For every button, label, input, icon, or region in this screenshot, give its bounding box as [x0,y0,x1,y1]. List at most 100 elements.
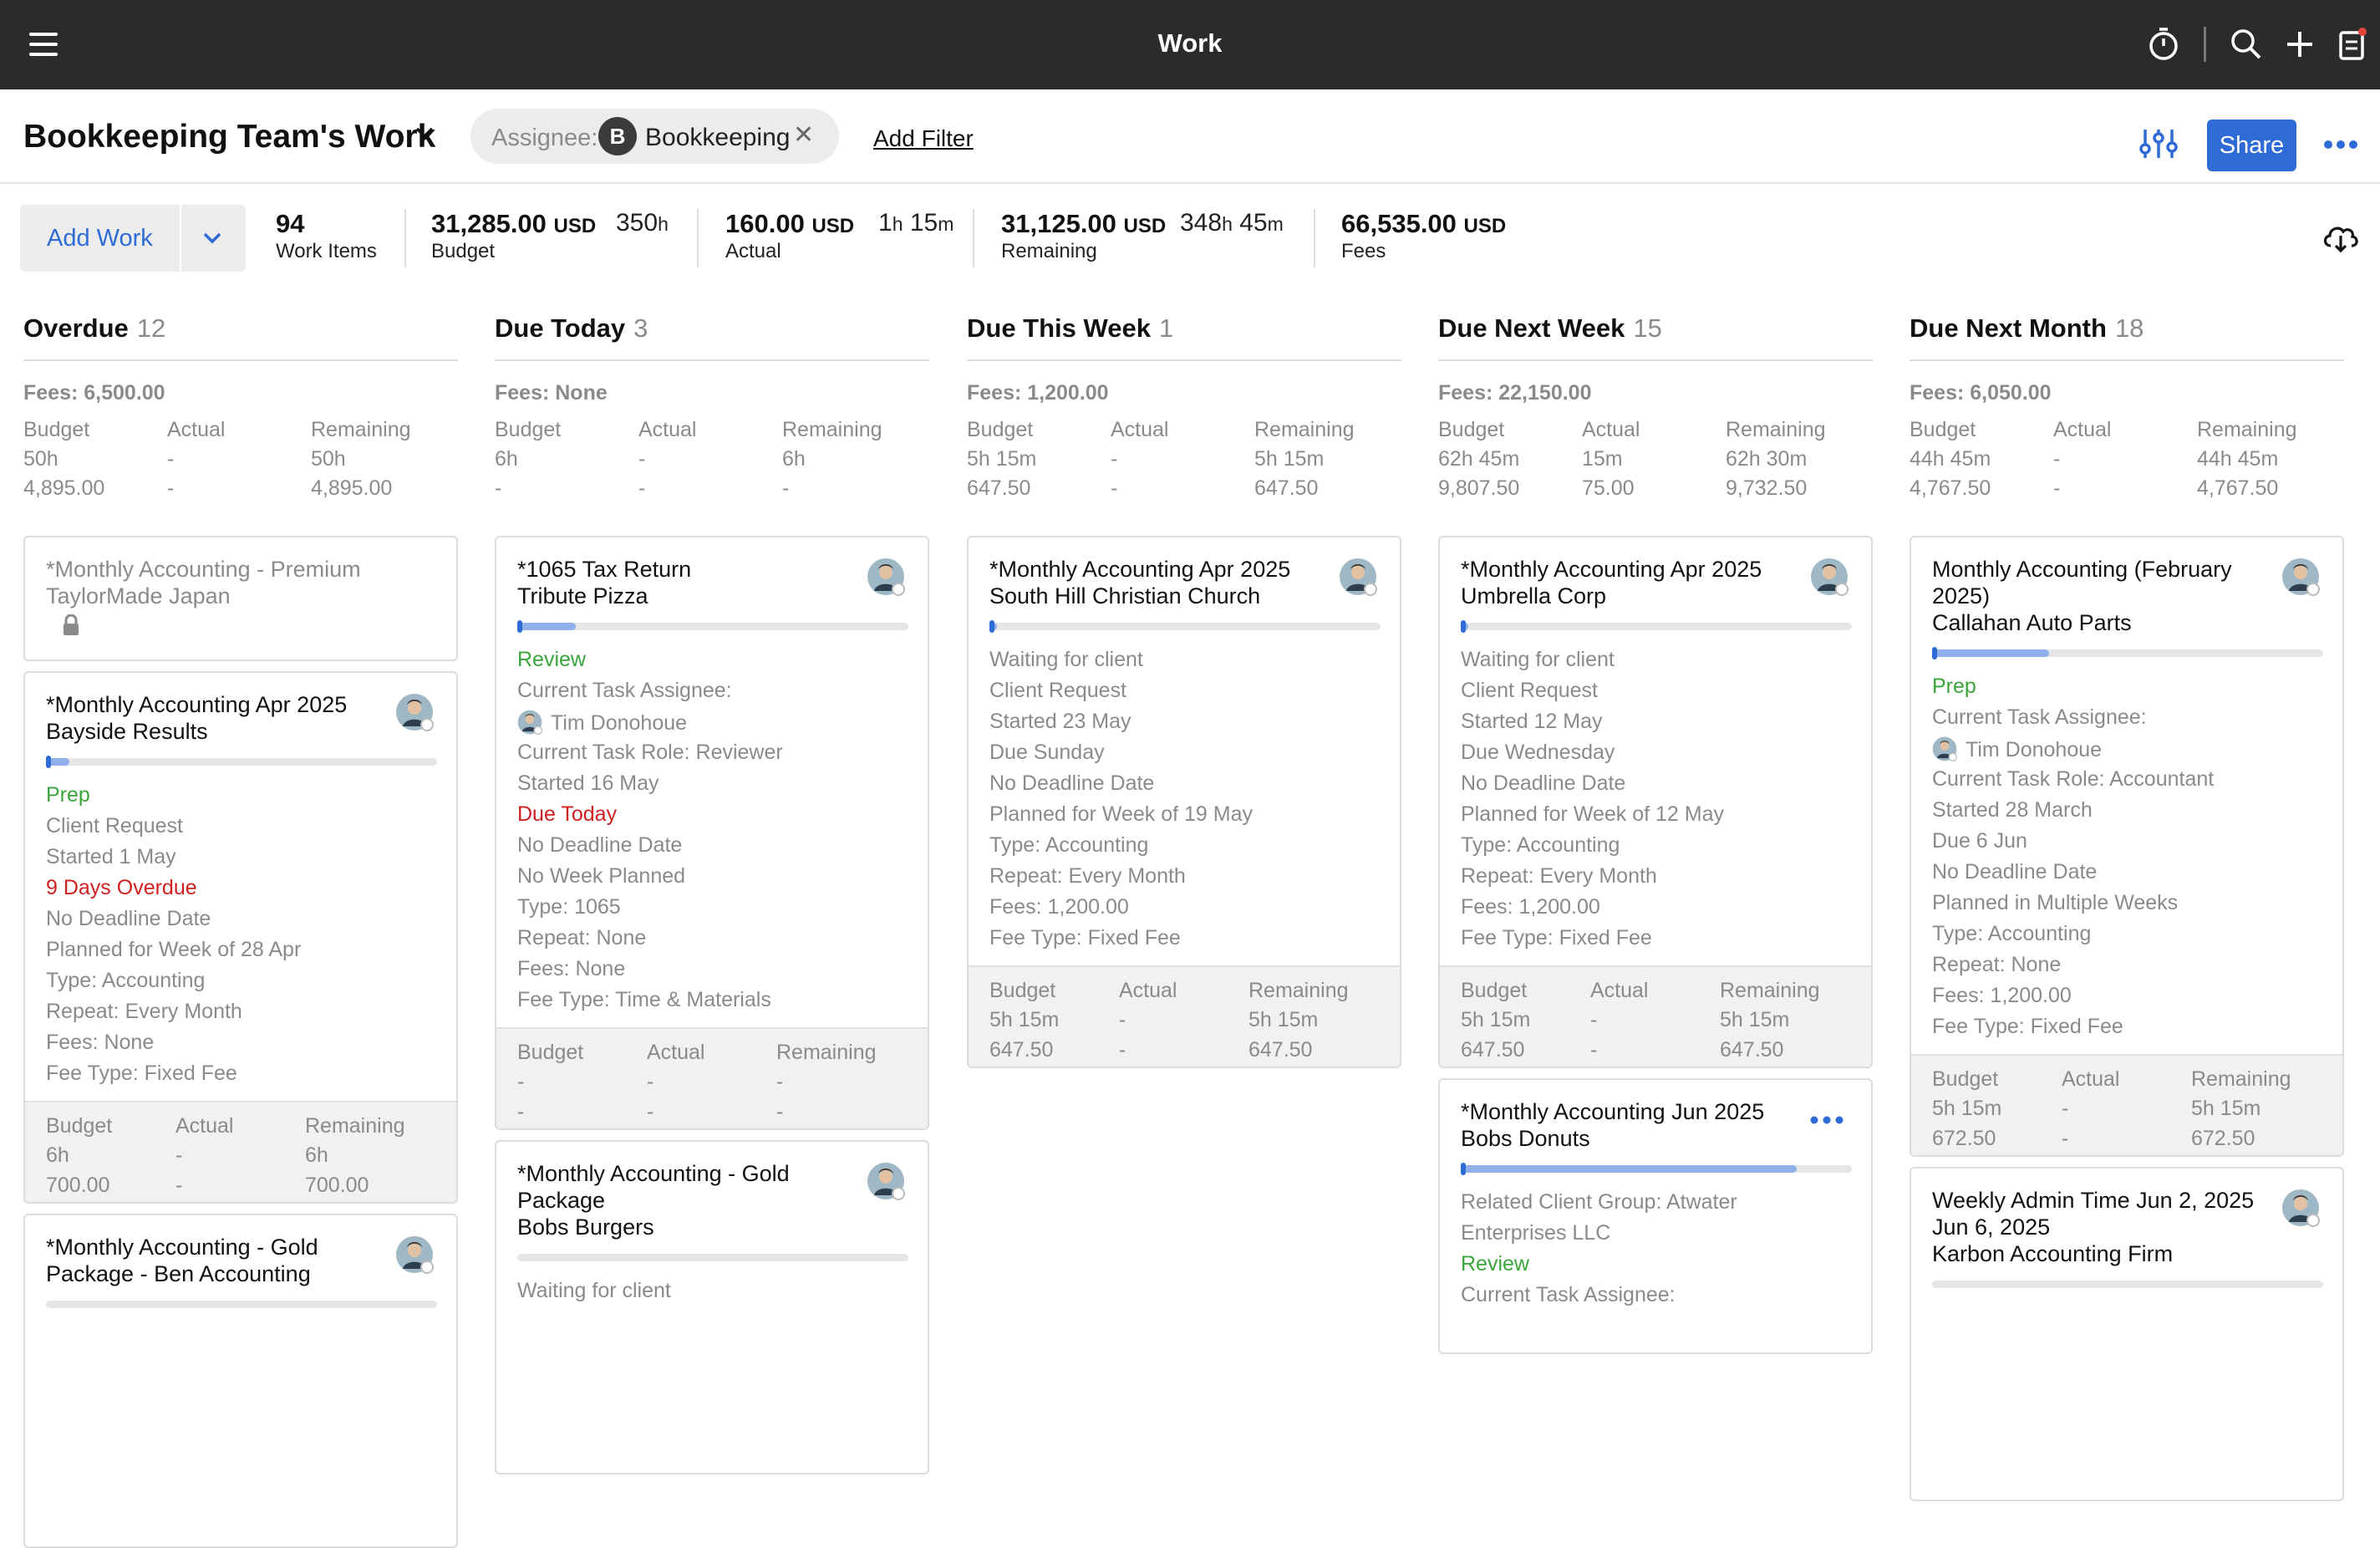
assignee-name: Tim Donohoue [551,711,688,735]
work-card[interactable]: *Monthly Accounting - Premium TaylorMade … [23,536,458,661]
card-title: Monthly Accounting (February 2025) Callaha… [1932,556,2266,636]
progress-marker [1461,1163,1466,1175]
card-title-line: *Monthly Accounting Apr 2025 [1461,557,1762,582]
column-divider [967,359,1401,361]
work-card[interactable]: *Monthly Accounting - Gold Package Bobs Bu… [495,1140,929,1474]
summary-header: Actual [167,418,226,441]
summary-value: - [782,476,790,500]
card-footer: Budget Actual Remaining 6h - 6h 700.00 - 700.00 [25,1101,456,1202]
add-work-button[interactable]: Add Work [47,225,153,252]
page-title[interactable]: Bookkeeping Team's Work [23,119,436,155]
avatar[interactable] [2281,1189,2320,1227]
menu-icon[interactable] [29,33,58,56]
column-count: 18 [2114,313,2144,343]
work-card[interactable]: Weekly Admin Time Jun 2, 2025 Jun 6, 2025… [1910,1167,2344,1501]
summary-value: - [1111,447,1118,471]
more-options-icon[interactable] [2323,140,2358,150]
page-header: Bookkeeping Team's Work Assignee: B Book… [0,89,2380,184]
card-detail-line: Prep [1932,675,1976,698]
avatar[interactable] [395,1235,434,1274]
column-title: Due Next Week [1438,313,1625,343]
summary-header: Actual [1111,418,1169,441]
currency: USD [1463,215,1507,237]
fees-label: Fees [1341,240,1386,262]
timer-icon[interactable] [2144,25,2183,64]
footer-header: Remaining [2191,1067,2291,1091]
work-card[interactable]: *Monthly Accounting - Gold Package - Ben … [23,1214,458,1548]
card-detail-line: Repeat: None [517,926,647,950]
footer-header: Actual [647,1041,705,1064]
avatar[interactable] [867,1162,905,1200]
work-card[interactable]: *Monthly Accounting Jun 2025 Bobs Donuts R… [1438,1078,1873,1354]
avatar[interactable] [1339,558,1377,596]
progress-fill [517,623,577,630]
more-options-icon[interactable] [1810,1113,1843,1128]
chevron-down-icon[interactable] [414,126,435,140]
assignee-filter-chip[interactable]: Assignee: B Bookkeeping ✕ [470,109,839,164]
currency: USD [811,215,855,237]
summary-header: Remaining [311,418,411,441]
card-detail-line: Started 16 May [517,771,659,795]
footer-value: - [2062,1127,2069,1150]
progress-marker [46,756,51,768]
card-detail-line: Fees: 1,200.00 [989,895,1129,919]
work-card[interactable]: *Monthly Accounting Apr 2025 South Hill C… [967,536,1401,1068]
card-detail-line: Planned in Multiple Weeks [1932,891,2179,914]
work-card[interactable]: Monthly Accounting (February 2025) Callaha… [1910,536,2344,1157]
summary-value: 62h 45m [1438,447,1520,471]
summary-value: - [638,447,646,471]
summary-value: - [495,476,502,500]
summary-value: 647.50 [967,476,1031,500]
avatar-image [2282,558,2320,596]
stats-bar: Add Work 94 Work Items 31,285.00 USD 350… [0,184,2380,293]
summary-value: 9,732.50 [1726,476,1808,500]
assignee-name: Tim Donohoue [1966,738,2103,761]
footer-value: 647.50 [1461,1038,1525,1062]
footer-value: - [175,1143,183,1167]
cloud-download-icon[interactable] [2322,222,2360,254]
summary-value: - [638,476,646,500]
minutes-unit: m [1267,213,1284,235]
add-filter-link[interactable]: Add Filter [873,125,974,151]
progress-bar [1932,647,2323,659]
avatar[interactable] [395,693,434,731]
card-detail-line: Prep [46,783,90,807]
summary-value: 9,807.50 [1438,476,1520,500]
work-card[interactable]: *Monthly Accounting Apr 2025 Umbrella Cor… [1438,536,1873,1068]
work-card[interactable]: *Monthly Accounting Apr 2025 Bayside Resu… [23,671,458,1204]
column-header[interactable]: Due Next Week 15 [1438,313,1662,344]
column-header[interactable]: Due Next Month 18 [1910,313,2144,344]
card-title-line: *Monthly Accounting Jun 2025 [1461,1099,1765,1124]
avatar[interactable] [2281,558,2320,596]
card-title-line: Package [517,1188,606,1213]
column-divider [1910,359,2344,361]
card-detail-line: Fees: 1,200.00 [1461,895,1600,919]
close-icon[interactable]: ✕ [793,121,815,149]
avatar[interactable] [867,558,905,596]
card-title-line: Jun 6, 2025 [1932,1214,2051,1240]
card-detail-line: No Deadline Date [1461,771,1626,795]
card-title-line: Bobs Donuts [1461,1126,1590,1151]
work-card[interactable]: *1065 Tax Return Tribute Pizza Review Curre… [495,536,929,1130]
summary-value: 4,895.00 [311,476,393,500]
chevron-down-icon[interactable] [202,232,222,245]
footer-header: Actual [1590,979,1649,1002]
avatar[interactable] [1810,558,1849,596]
share-button[interactable]: Share [2207,120,2296,171]
card-detail-line: Repeat: None [1932,953,2062,976]
card-title-line: Monthly Accounting (February [1932,557,2232,582]
card-detail-line: No Week Planned [517,864,686,888]
plus-icon[interactable] [2281,25,2319,64]
summary-header: Actual [638,418,697,441]
column-header[interactable]: Due This Week 1 [967,313,1173,344]
settings-sliders-icon[interactable] [2139,127,2178,160]
footer-header: Budget [1932,1067,1999,1091]
card-detail-line: No Deadline Date [46,907,211,930]
search-icon[interactable] [2227,25,2266,64]
remaining-value: 31,125.00 [1001,209,1116,238]
tasks-icon[interactable] [2333,25,2372,64]
column-header[interactable]: Due Today 3 [495,313,648,344]
card-title-line: Callahan Auto Parts [1932,610,2132,635]
column-header[interactable]: Overdue 12 [23,313,165,344]
work-items-label: Work Items [276,240,377,262]
